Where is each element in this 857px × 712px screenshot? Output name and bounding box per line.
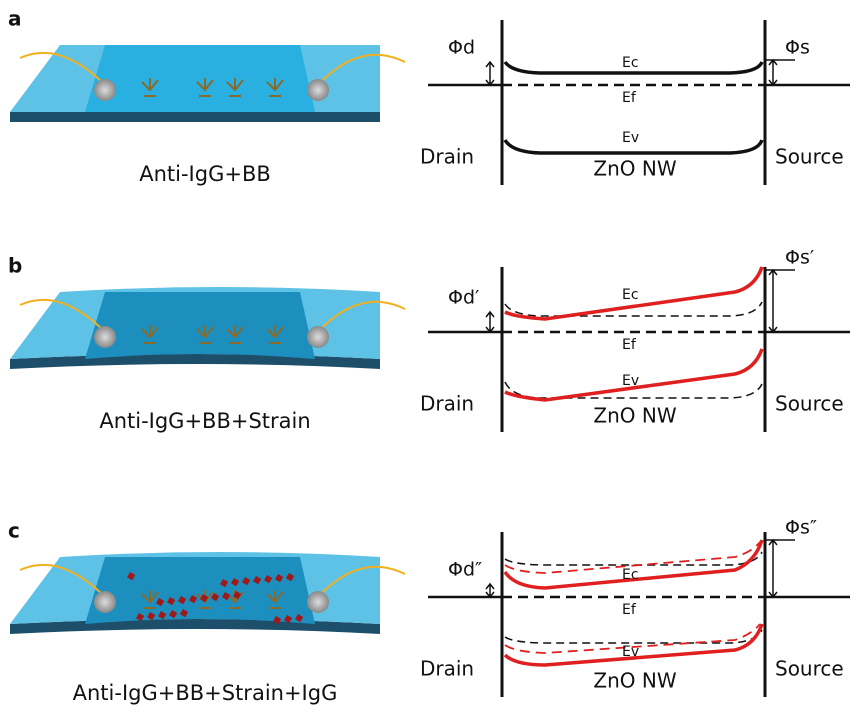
electrode (307, 591, 329, 613)
conduction-label: Ec (622, 287, 639, 303)
fermi-label: Ef (622, 337, 637, 353)
drain-label: Drain (420, 392, 474, 416)
source-label: Source (775, 657, 844, 681)
slab-middle (85, 557, 315, 624)
conduction-label: Ec (622, 55, 639, 71)
caption: Anti-IgG+BB (139, 162, 271, 186)
slab-middle (85, 45, 315, 112)
slab-side (10, 112, 380, 122)
panel-label: a (8, 7, 22, 31)
panel: a Anti-IgG+BB Φd Φs Ec Ef Ev Drain Source ZnO NW (8, 7, 850, 187)
nanowire-label: ZnO NW (593, 669, 676, 693)
device (10, 287, 405, 369)
nanowire-label: ZnO NW (593, 404, 676, 428)
electrode (307, 326, 329, 348)
phi-drain: Φd″ (448, 559, 482, 581)
device (10, 552, 405, 634)
valence-label: Ev (622, 130, 639, 146)
fermi-label: Ef (622, 602, 637, 618)
phi-drain-arrow (486, 312, 494, 332)
band-edge-reference (505, 302, 762, 316)
electrode (94, 326, 116, 348)
caption: Anti-IgG+BB+Strain+IgG (73, 681, 338, 705)
phi-drain: Φd′ (448, 287, 479, 309)
phi-source: Φs (785, 37, 810, 59)
panel-label: b (8, 254, 22, 278)
drain-label: Drain (420, 657, 474, 681)
conduction-label: Ec (622, 567, 639, 583)
slab-middle (85, 292, 315, 359)
phi-drain-arrow (486, 62, 494, 85)
panel: b Anti-IgG+BB+Strain Φd′ Φs′ Ec Ef Ev Drain Sour… (8, 247, 850, 434)
phi-source-arrow (765, 60, 795, 85)
drain-label: Drain (420, 145, 474, 169)
band-edge-reference (505, 552, 762, 565)
device (10, 45, 405, 122)
phi-source-arrow (765, 270, 795, 332)
electrode (94, 591, 116, 613)
source-label: Source (775, 392, 844, 416)
valence-label: Ev (622, 373, 639, 389)
phi-drain-arrow (486, 584, 494, 597)
phi-source: Φs′ (785, 247, 814, 269)
figure: aAnti-IgG+BBΦdΦsEcEfEvDrainSourceZnO NWb… (0, 0, 857, 712)
panel: c Anti-IgG+BB+Strain+IgG Φd″ Φs″ Ec Ef Ev Drain… (8, 517, 850, 706)
phi-drain: Φd (448, 37, 475, 59)
nanowire-label: ZnO NW (593, 157, 676, 181)
phi-source: Φs″ (785, 517, 817, 539)
band-edge-reference (505, 630, 762, 643)
phi-source-arrow (765, 540, 795, 597)
panel-label: c (8, 519, 20, 543)
electrode (94, 79, 116, 101)
fermi-label: Ef (622, 90, 637, 106)
valence-label: Ev (622, 644, 639, 660)
source-label: Source (775, 145, 844, 169)
caption: Anti-IgG+BB+Strain (99, 409, 310, 433)
electrode (307, 79, 329, 101)
